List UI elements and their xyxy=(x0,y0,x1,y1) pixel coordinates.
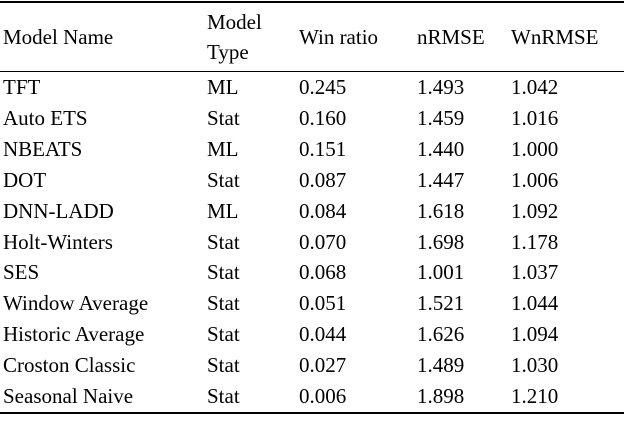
column-header-nrmse: nRMSE xyxy=(417,25,485,49)
table-row: DOT Stat 0.087 1.447 1.006 xyxy=(0,165,624,196)
model-type-cell: Stat xyxy=(207,322,240,347)
model-type-cell: Stat xyxy=(207,260,240,285)
nrmse-cell: 1.626 xyxy=(417,322,465,347)
win-ratio-cell: 0.151 xyxy=(299,136,347,161)
win-ratio-cell: 0.070 xyxy=(299,229,347,254)
model-type-cell: ML xyxy=(207,136,239,161)
win-ratio-cell: 0.051 xyxy=(299,291,347,316)
column-header-model-name: Model Name xyxy=(3,25,114,49)
model-name-cell: TFT xyxy=(3,75,41,99)
nrmse-cell: 1.447 xyxy=(417,167,465,192)
model-name-cell: DOT xyxy=(3,167,47,192)
model-name-cell: Croston Classic xyxy=(3,353,136,378)
wnrmse-cell: 1.092 xyxy=(511,198,559,223)
header-row: Model Name Model Type Win ratio nRMSE Wn… xyxy=(0,2,624,72)
wnrmse-cell: 1.030 xyxy=(511,353,559,378)
model-name-cell: Holt-Winters xyxy=(3,229,113,254)
wnrmse-cell: 1.042 xyxy=(511,75,559,99)
nrmse-cell: 1.898 xyxy=(417,384,465,409)
table-row: SES Stat 0.068 1.001 1.037 xyxy=(0,257,624,288)
model-name-cell: NBEATS xyxy=(3,136,83,161)
win-ratio-cell: 0.006 xyxy=(299,384,347,409)
nrmse-cell: 1.459 xyxy=(417,105,465,130)
column-header-win-ratio: Win ratio xyxy=(299,25,379,49)
column-header-model-type: Model Type xyxy=(207,10,262,64)
nrmse-cell: 1.698 xyxy=(417,229,465,254)
wnrmse-cell: 1.178 xyxy=(511,229,559,254)
model-comparison-table: Model Name Model Type Win ratio nRMSE Wn… xyxy=(0,1,624,414)
win-ratio-cell: 0.068 xyxy=(299,260,347,285)
model-name-cell: DNN-LADD xyxy=(3,198,114,223)
nrmse-cell: 1.440 xyxy=(417,136,465,161)
wnrmse-cell: 1.016 xyxy=(511,105,559,130)
model-name-cell: Auto ETS xyxy=(3,105,88,130)
model-name-cell: SES xyxy=(3,260,40,285)
model-type-cell: Stat xyxy=(207,353,240,378)
wnrmse-cell: 1.000 xyxy=(511,136,559,161)
model-name-cell: Seasonal Naive xyxy=(3,384,134,409)
model-type-cell: Stat xyxy=(207,167,240,192)
model-type-cell: Stat xyxy=(207,229,240,254)
model-type-cell: Stat xyxy=(207,105,240,130)
win-ratio-cell: 0.160 xyxy=(299,105,347,130)
wnrmse-cell: 1.037 xyxy=(511,260,559,285)
nrmse-cell: 1.493 xyxy=(417,75,465,99)
nrmse-cell: 1.521 xyxy=(417,291,465,316)
table-row: NBEATS ML 0.151 1.440 1.000 xyxy=(0,134,624,165)
wnrmse-cell: 1.094 xyxy=(511,322,559,347)
table-row: Window Average Stat 0.051 1.521 1.044 xyxy=(0,288,624,319)
table-row: Auto ETS Stat 0.160 1.459 1.016 xyxy=(0,103,624,134)
win-ratio-cell: 0.044 xyxy=(299,322,347,347)
win-ratio-cell: 0.087 xyxy=(299,167,347,192)
wnrmse-cell: 1.210 xyxy=(511,384,559,409)
table-row: Historic Average Stat 0.044 1.626 1.094 xyxy=(0,319,624,350)
win-ratio-cell: 0.084 xyxy=(299,198,347,223)
model-name-cell: Window Average xyxy=(3,291,149,316)
model-name-cell: Historic Average xyxy=(3,322,145,347)
nrmse-cell: 1.618 xyxy=(417,198,465,223)
win-ratio-cell: 0.027 xyxy=(299,353,347,378)
table-row: Seasonal Naive Stat 0.006 1.898 1.210 xyxy=(0,381,624,413)
column-header-wnrmse: WnRMSE xyxy=(511,25,599,49)
model-type-cell: Stat xyxy=(207,291,240,316)
wnrmse-cell: 1.006 xyxy=(511,167,559,192)
table-row: DNN-LADD ML 0.084 1.618 1.092 xyxy=(0,196,624,227)
win-ratio-cell: 0.245 xyxy=(299,75,347,99)
model-type-cell: Stat xyxy=(207,384,240,409)
nrmse-cell: 1.489 xyxy=(417,353,465,378)
nrmse-cell: 1.001 xyxy=(417,260,465,285)
table-row: Croston Classic Stat 0.027 1.489 1.030 xyxy=(0,350,624,381)
model-type-cell: ML xyxy=(207,75,239,99)
table-row: TFT ML 0.245 1.493 1.042 xyxy=(0,72,624,103)
model-type-cell: ML xyxy=(207,198,239,223)
wnrmse-cell: 1.044 xyxy=(511,291,559,316)
table-row: Holt-Winters Stat 0.070 1.698 1.178 xyxy=(0,227,624,258)
